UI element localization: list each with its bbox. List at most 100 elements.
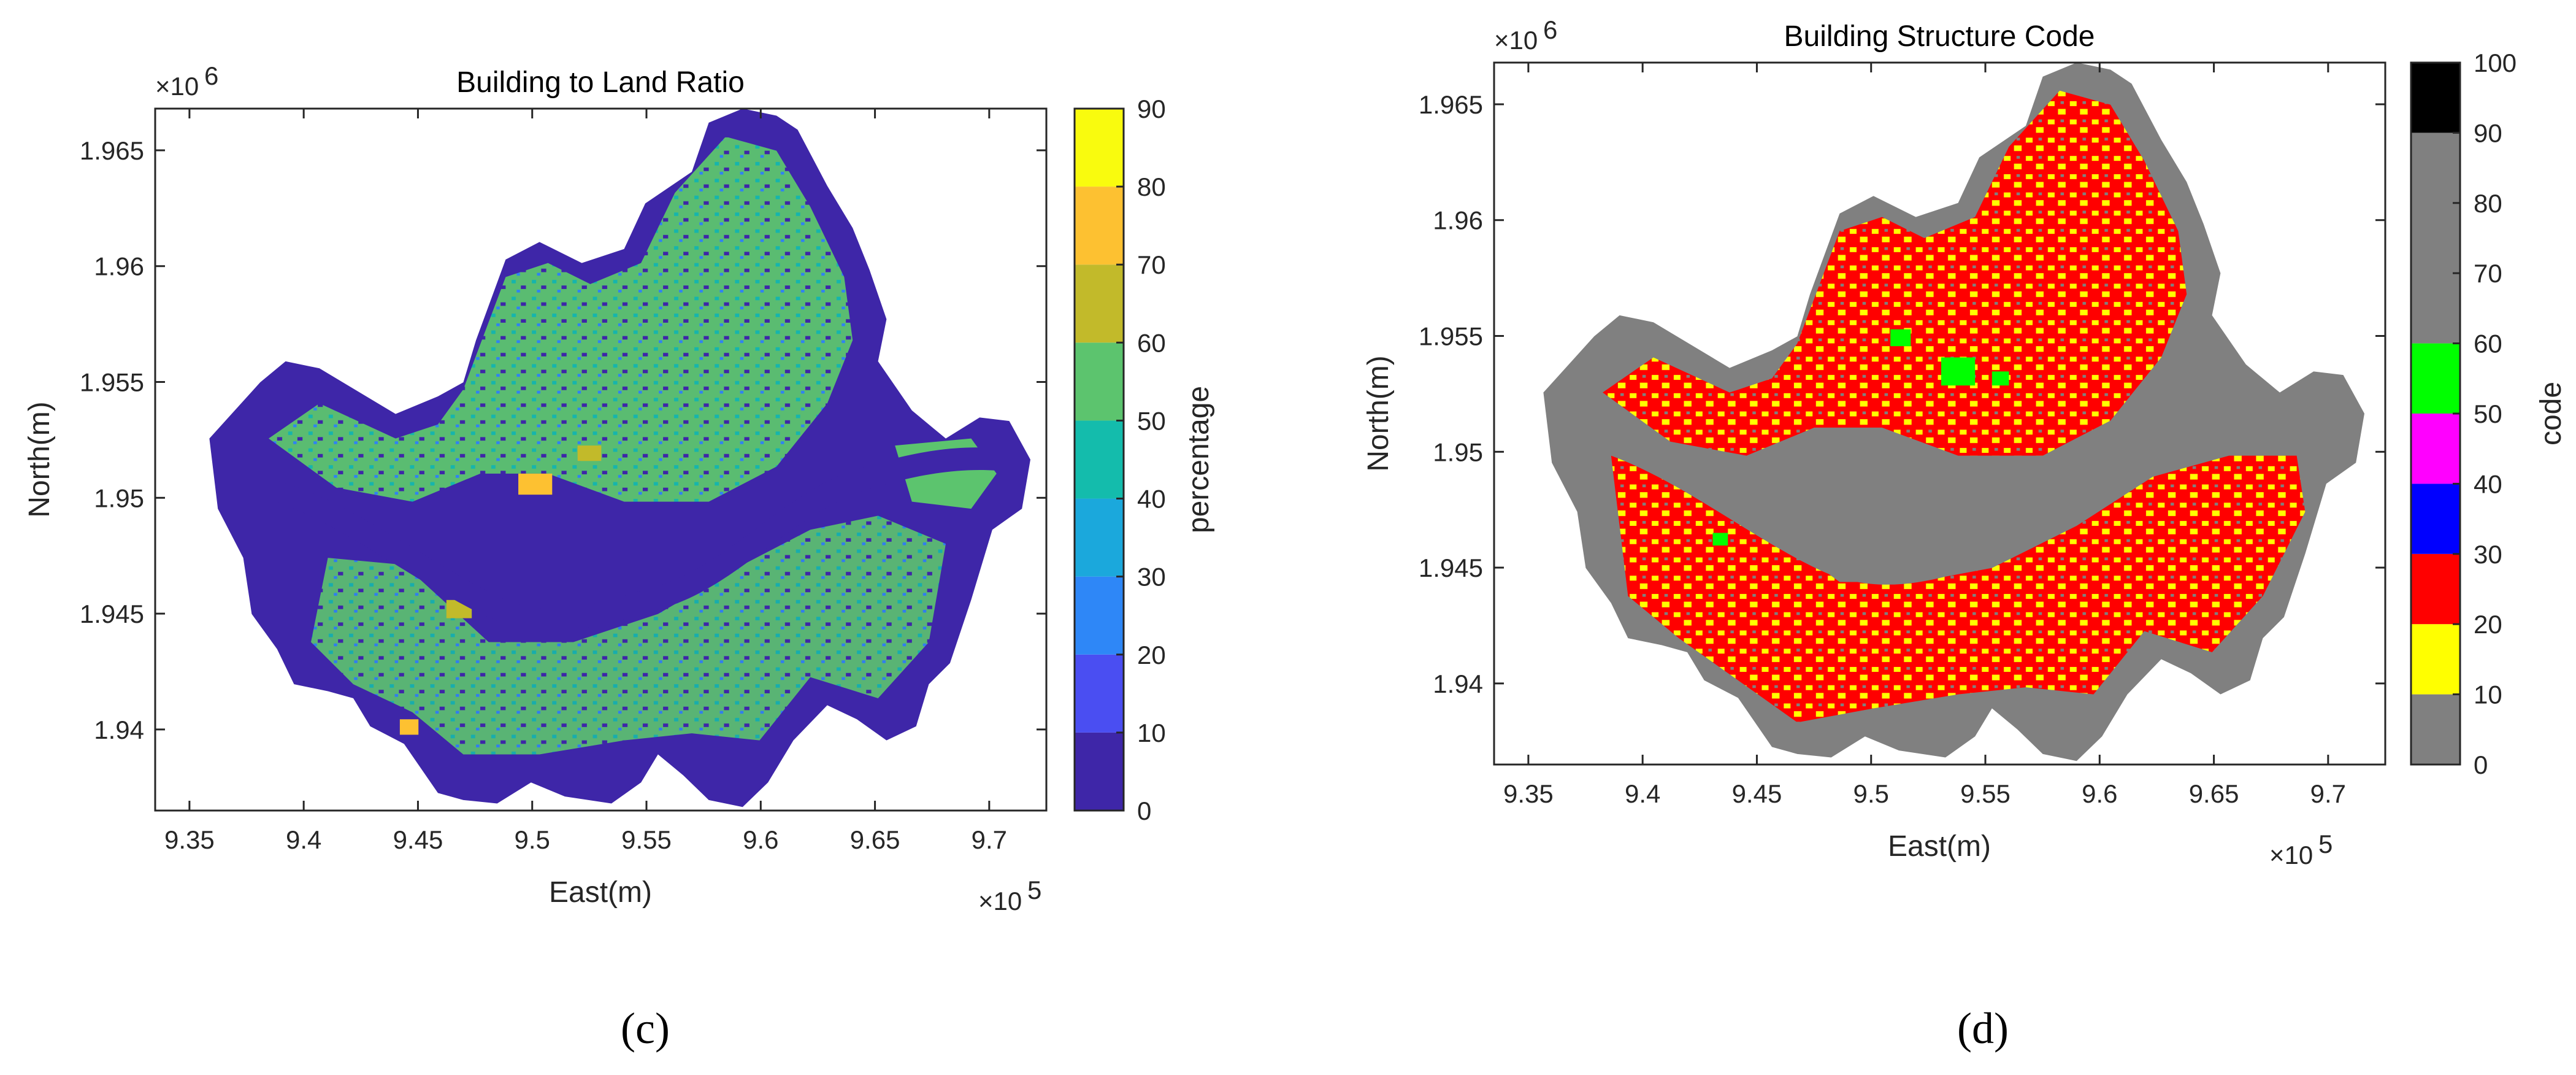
colorbar-frame-c: [1073, 107, 1125, 812]
chart-title-d: Building Structure Code: [1784, 20, 2095, 53]
colorbar-tick-label-d: 0: [2474, 750, 2488, 779]
y-exponent-power-c: 6: [204, 61, 218, 90]
colorbar-bin-c: [1075, 732, 1124, 811]
x-tick-label-c: 9.5: [515, 825, 550, 854]
colorbar-bin-c: [1075, 264, 1124, 343]
x-tick-label-c: 9.7: [972, 825, 1007, 854]
x-tick-label-c: 9.4: [286, 825, 321, 854]
colorbar-label-c: percentage: [1183, 386, 1215, 533]
x-exponent-power-d: 5: [2318, 830, 2333, 858]
colorbar-bin-d: [2411, 133, 2460, 344]
caption-c: (c): [621, 1004, 670, 1053]
structure-areas-d: [1603, 90, 2306, 723]
x-tick-label-c: 9.45: [393, 825, 443, 854]
plot-frame-c: [154, 107, 1048, 812]
colorbar-tick-label-c: 90: [1137, 94, 1166, 123]
colorbar-bin-d: [2411, 63, 2460, 133]
colorbar-bin-d: [2411, 484, 2460, 554]
colorbar-bin-c: [1075, 420, 1124, 499]
y-tick-label-d: 1.94: [1433, 669, 1483, 698]
x-exponent-d: ×10 5: [2269, 830, 2333, 869]
colorbar-bin-c: [1075, 342, 1124, 421]
y-exponent-base-c: ×10: [155, 72, 199, 101]
x-tick-label-c: 9.65: [850, 825, 900, 854]
y-tick-label-c: 1.95: [94, 484, 144, 512]
colorbar-bin-d: [2411, 624, 2460, 695]
colorbar-tick-label-c: 70: [1137, 250, 1166, 279]
caption-d: (d): [1957, 1004, 2009, 1053]
colorbar-tick-label-c: 60: [1137, 328, 1166, 357]
y-exponent-d: ×10 6: [1494, 15, 1557, 55]
x-tick-label-d: 9.4: [1625, 779, 1660, 808]
colorbar-tick-label-d: 10: [2474, 680, 2502, 709]
x-tick-label-d: 9.5: [1853, 779, 1889, 808]
x-tick-label-c: 9.55: [621, 825, 672, 854]
plot-frame-d: [1493, 61, 2386, 766]
x-exponent-base-c: ×10: [978, 887, 1022, 915]
y-tick-label-c: 1.96: [94, 252, 144, 281]
colorbar-bin-c: [1075, 109, 1124, 187]
colorbar-tick-label-c: 40: [1137, 485, 1166, 514]
x-tick-label-c: 9.35: [164, 825, 215, 854]
colorbar-tick-label-d: 80: [2474, 189, 2502, 218]
x-axis-label-d: East(m): [1888, 830, 1991, 863]
colorbar-bin-c: [1075, 187, 1124, 265]
colorbar-tick-label-c: 80: [1137, 172, 1166, 201]
y-exponent-base-d: ×10: [1494, 26, 1538, 55]
x-exponent-base-d: ×10: [2269, 841, 2313, 869]
colorbar-d: 0 10 20 30 40 50 60 70 80 90 100: [2410, 48, 2517, 779]
colorbar-bin-d: [2411, 343, 2460, 414]
x-tick-label-c: 9.6: [743, 825, 778, 854]
y-tick-label-d: 1.95: [1433, 437, 1483, 466]
x-axis-label-c: East(m): [549, 876, 652, 909]
map-c: [209, 109, 1030, 807]
y-tick-label-c: 1.955: [80, 368, 144, 397]
built-up-areas-c: [269, 136, 997, 755]
colorbar-bin-c: [1075, 654, 1124, 733]
colorbar-tick-label-c: 30: [1137, 563, 1166, 591]
panel-c: 9.35 9.4 9.45 9.5 9.55 9.6 9.65 9.7 1.94 1.945 1.9…: [23, 61, 1215, 915]
x-exponent-power-c: 5: [1027, 876, 1041, 904]
colorbar-tick-label-d: 40: [2474, 469, 2502, 498]
axes-d: 9.35 9.4 9.45 9.5 9.55 9.6 9.65 9.7 1.94 1.945 1.9…: [1419, 63, 2385, 808]
y-axis-label-d: North(m): [1362, 355, 1395, 471]
y-tick-label-d: 1.965: [1419, 90, 1483, 119]
x-tick-label-d: 9.35: [1503, 779, 1554, 808]
colorbar-bin-d: [2411, 553, 2460, 625]
map-d: [1543, 63, 2364, 761]
y-tick-label-c: 1.945: [80, 599, 144, 628]
chart-title-c: Building to Land Ratio: [456, 66, 745, 99]
colorbar-bin-d: [2411, 414, 2460, 484]
colorbar-label-d: code: [2535, 382, 2567, 445]
colorbar-tick-label-d: 100: [2474, 48, 2517, 77]
x-tick-label-d: 9.7: [2310, 779, 2346, 808]
y-tick-label-d: 1.955: [1419, 322, 1483, 351]
colorbar-tick-label-d: 50: [2474, 399, 2502, 428]
axes-c: 9.35 9.4 9.45 9.5 9.55 9.6 9.65 9.7 1.94 1.945 1.9…: [80, 109, 1046, 854]
colorbar-tick-label-d: 20: [2474, 610, 2502, 639]
x-tick-label-d: 9.65: [2189, 779, 2239, 808]
colorbar-c: 0 10 20 30 40 50 60 70 80 90: [1073, 94, 1166, 825]
y-exponent-c: ×10 6: [155, 61, 218, 101]
x-tick-label-d: 9.6: [2082, 779, 2117, 808]
y-tick-label-c: 1.965: [80, 136, 144, 165]
colorbar-tick-label-d: 60: [2474, 329, 2502, 358]
colorbar-tick-label-c: 20: [1137, 641, 1166, 669]
y-tick-label-c: 1.94: [94, 715, 144, 744]
colorbar-tick-label-c: 10: [1137, 719, 1166, 747]
y-axis-label-c: North(m): [23, 401, 56, 517]
x-tick-label-d: 9.45: [1732, 779, 1782, 808]
colorbar-tick-label-d: 90: [2474, 118, 2502, 147]
colorbar-bin-d: [2411, 694, 2460, 765]
y-exponent-power-d: 6: [1543, 15, 1557, 44]
x-tick-label-d: 9.55: [1960, 779, 2011, 808]
colorbar-bin-c: [1075, 498, 1124, 577]
y-tick-label-d: 1.945: [1419, 553, 1483, 582]
colorbar-bin-c: [1075, 576, 1124, 655]
panel-d: 9.35 9.4 9.45 9.5 9.55 9.6 9.65 9.7 1.94 1.945 1.9…: [1362, 15, 2567, 869]
colorbar-tick-label-c: 0: [1137, 796, 1151, 825]
colorbar-tick-label-d: 70: [2474, 259, 2502, 288]
x-exponent-c: ×10 5: [978, 876, 1041, 915]
y-tick-label-d: 1.96: [1433, 206, 1483, 235]
colorbar-tick-label-c: 50: [1137, 406, 1166, 435]
